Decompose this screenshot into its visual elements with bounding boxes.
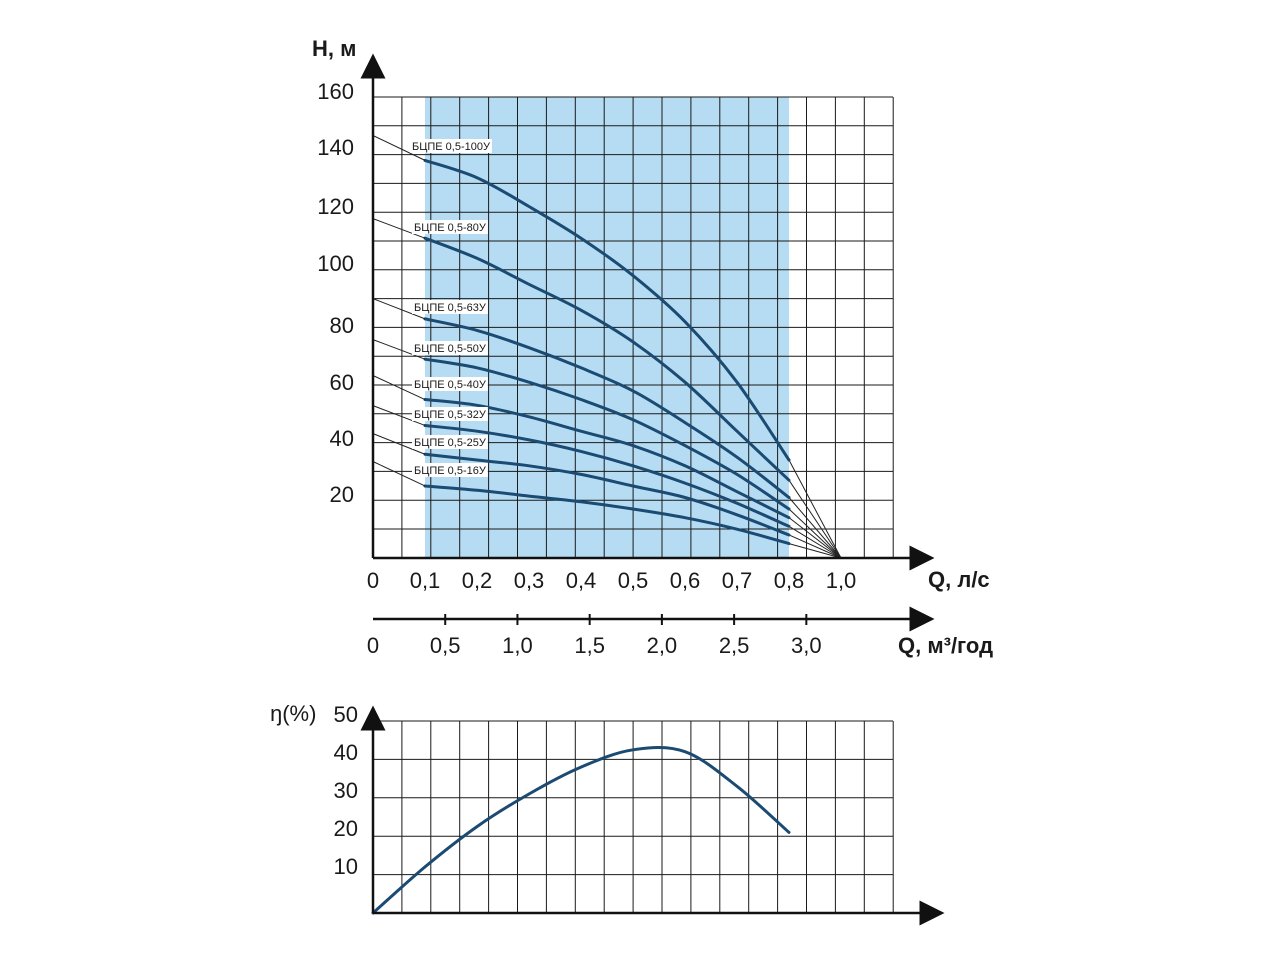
label-leader-бцпе-0-5-80у: [373, 218, 426, 239]
efficiency-axes: [360, 705, 945, 926]
convergence-line: [788, 479, 842, 559]
head-y-tick-60: 60: [330, 370, 354, 395]
head-y-tick-160: 160: [317, 79, 354, 104]
flow-m3h-tick-0-5: 0,5: [430, 633, 461, 658]
head-x-tick-0-5: 0,5: [618, 568, 649, 593]
label-leader-бцпе-0-5-100у: [373, 135, 426, 161]
head-curve-бцпе-0-5-50у: [423, 357, 791, 511]
head-curve-бцпе-0-5-80у: [423, 236, 791, 482]
head-x-tick-0-7: 0,7: [722, 568, 753, 593]
curve-label-bg: [412, 407, 488, 421]
curve-labels: БЦПЕ 0,5-100У БЦПЕ 0,5-80У БЦПЕ 0,5-63У БЦП…: [410, 139, 492, 477]
head-y-axis-title: H, м: [312, 36, 356, 61]
convergence-line: [788, 508, 842, 559]
head-curve-бцпе-0-5-16у: [423, 484, 791, 546]
head-x-tick-1-0: 1,0: [826, 568, 857, 593]
curve-label-бцпе-0-5-100у: БЦПЕ 0,5-100У: [412, 141, 491, 153]
flow-m3h-tick-3-0: 3,0: [791, 633, 822, 658]
efficiency-y-axis-title: ŋ(%): [270, 701, 316, 726]
flow-m3h-axis-title: Q, м³/год: [898, 633, 993, 658]
head-axes: [360, 53, 935, 571]
label-leader-бцпе-0-5-25у: [373, 433, 426, 455]
head-y-tick-80: 80: [330, 313, 354, 338]
efficiency-y-tick-10: 10: [334, 854, 358, 879]
head-x-tick-0-4: 0,4: [566, 568, 597, 593]
curve-label-bg: [410, 139, 492, 153]
curve-label-bg: [412, 435, 488, 449]
curve-label-бцпе-0-5-25у: БЦПЕ 0,5-25У: [414, 437, 487, 449]
head-x-tick-0-3: 0,3: [514, 568, 545, 593]
curve-label-бцпе-0-5-40у: БЦПЕ 0,5-40У: [414, 379, 487, 391]
flow-m3h-tick-0: 0: [367, 633, 379, 658]
head-y-tick-40: 40: [330, 426, 354, 451]
flow-m3h-axis: 0 0,5 1,0 1,5 2,0 2,5 3,0 Q, м³/год: [367, 606, 993, 658]
efficiency-y-tick-20: 20: [334, 816, 358, 841]
head-chart: БЦПЕ 0,5-100У БЦПЕ 0,5-80У БЦПЕ 0,5-63У БЦП…: [312, 36, 990, 593]
head-x-tick-0: 0: [367, 568, 379, 593]
flow-m3h-tick-1-5: 1,5: [574, 633, 605, 658]
convergence-line: [788, 534, 842, 559]
curve-label-бцпе-0-5-50у: БЦПЕ 0,5-50У: [414, 343, 487, 355]
head-x-tick-labels: 0 0,1 0,2 0,3 0,4 0,5 0,6 0,7 0,8 1,0: [367, 568, 856, 593]
convergence-line: [788, 525, 842, 559]
curve-label-бцпе-0-5-32у: БЦПЕ 0,5-32У: [414, 409, 487, 421]
convergence-lines: [788, 459, 842, 559]
efficiency-curve: [371, 745, 791, 915]
head-x-axis-title: Q, л/с: [928, 567, 990, 592]
head-x-tick-0-8: 0,8: [774, 568, 805, 593]
label-leader-бцпе-0-5-63у: [373, 298, 426, 320]
efficiency-line: [371, 745, 791, 915]
convergence-line: [788, 497, 842, 559]
head-x-tick-0-2: 0,2: [462, 568, 493, 593]
flow-m3h-ticks: [373, 606, 935, 632]
curve-label-leaders: [373, 135, 426, 487]
head-curve-бцпе-0-5-63у: [423, 317, 791, 499]
label-leader-бцпе-0-5-40у: [373, 375, 426, 400]
curve-label-бцпе-0-5-16у: БЦПЕ 0,5-16У: [414, 465, 487, 477]
label-leader-бцпе-0-5-16у: [373, 461, 426, 487]
curve-label-bg: [412, 220, 488, 234]
curve-label-бцпе-0-5-80у: БЦПЕ 0,5-80У: [414, 222, 487, 234]
head-curve-бцпе-0-5-32у: [423, 424, 791, 528]
head-y-tick-20: 20: [330, 482, 354, 507]
convergence-line: [788, 459, 842, 559]
head-x-tick-0-1: 0,1: [410, 568, 441, 593]
efficiency-y-tick-30: 30: [334, 778, 358, 803]
curve-label-bg: [412, 377, 488, 391]
efficiency-chart: 10 20 30 40 50 ŋ(%): [270, 701, 945, 926]
head-curve-бцпе-0-5-40у: [423, 398, 791, 520]
curve-label-bg: [412, 463, 488, 477]
flow-m3h-tick-labels: 0 0,5 1,0 1,5 2,0 2,5 3,0: [367, 633, 822, 658]
head-y-tick-120: 120: [317, 194, 354, 219]
head-curves: [423, 158, 791, 546]
flow-m3h-tick-1-0: 1,0: [502, 633, 533, 658]
curve-label-bg: [412, 300, 488, 314]
flow-m3h-tick-2-5: 2,5: [719, 633, 750, 658]
efficiency-y-tick-50: 50: [334, 702, 358, 727]
head-curve-бцпе-0-5-25у: [423, 452, 791, 537]
flow-m3h-tick-2-0: 2,0: [647, 633, 678, 658]
curve-label-bg: [412, 341, 488, 355]
head-y-tick-100: 100: [317, 251, 354, 276]
convergence-line: [788, 543, 842, 559]
efficiency-grid: [373, 720, 894, 913]
head-y-tick-labels: 20 40 60 80 100 120 140 160: [317, 79, 354, 507]
convergence-line: [788, 517, 842, 559]
head-y-tick-140: 140: [317, 135, 354, 160]
efficiency-y-tick-40: 40: [334, 740, 358, 765]
efficiency-y-tick-labels: 10 20 30 40 50: [334, 702, 358, 879]
head-x-tick-0-6: 0,6: [670, 568, 701, 593]
curve-label-бцпе-0-5-63у: БЦПЕ 0,5-63У: [414, 302, 487, 314]
head-curve-бцпе-0-5-100у: [423, 158, 791, 462]
label-leader-бцпе-0-5-32у: [373, 405, 426, 426]
label-leader-бцпе-0-5-50у: [373, 339, 426, 360]
